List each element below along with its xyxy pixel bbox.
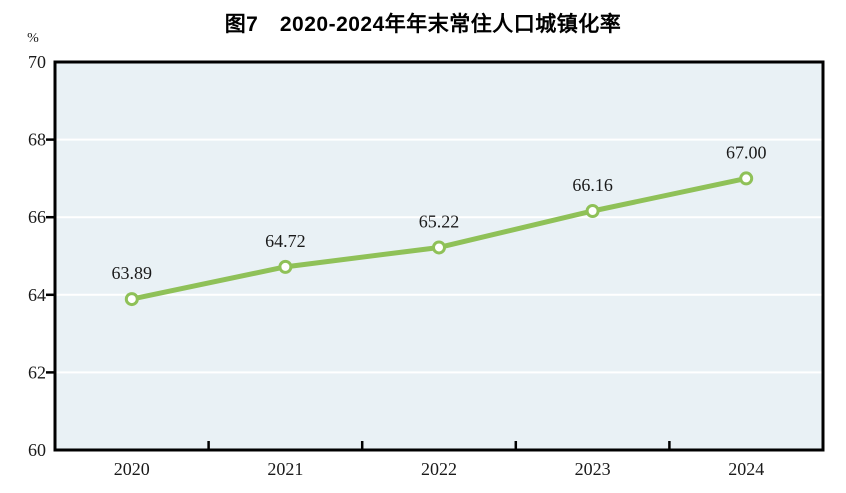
data-point-label: 63.89 xyxy=(112,263,153,283)
y-tick-label: 60 xyxy=(28,440,46,460)
data-point-label: 67.00 xyxy=(726,142,767,162)
y-tick-label: 68 xyxy=(28,130,46,150)
data-point-label: 66.16 xyxy=(572,175,613,195)
y-tick-label: 64 xyxy=(28,285,46,305)
y-tick-label: 62 xyxy=(28,362,46,382)
x-tick-label: 2023 xyxy=(575,459,611,479)
x-tick-label: 2021 xyxy=(267,459,303,479)
data-point xyxy=(585,203,600,218)
data-point-label: 64.72 xyxy=(265,231,306,251)
data-point xyxy=(124,292,139,307)
plot-area xyxy=(55,62,823,450)
x-tick-label: 2024 xyxy=(728,459,764,479)
data-point xyxy=(739,171,754,186)
x-tick-label: 2020 xyxy=(114,459,150,479)
y-axis-unit-label: % xyxy=(27,31,39,46)
data-point xyxy=(278,259,293,274)
data-point xyxy=(432,240,446,255)
data-point-label: 65.22 xyxy=(419,211,460,231)
x-tick-label: 2022 xyxy=(421,459,457,479)
y-tick-label: 66 xyxy=(28,207,46,227)
plot-border xyxy=(53,60,825,452)
y-tick-label: 70 xyxy=(28,52,46,72)
chart-title: 图7 2020-2024年年末常住人口城镇化率 xyxy=(224,13,622,36)
